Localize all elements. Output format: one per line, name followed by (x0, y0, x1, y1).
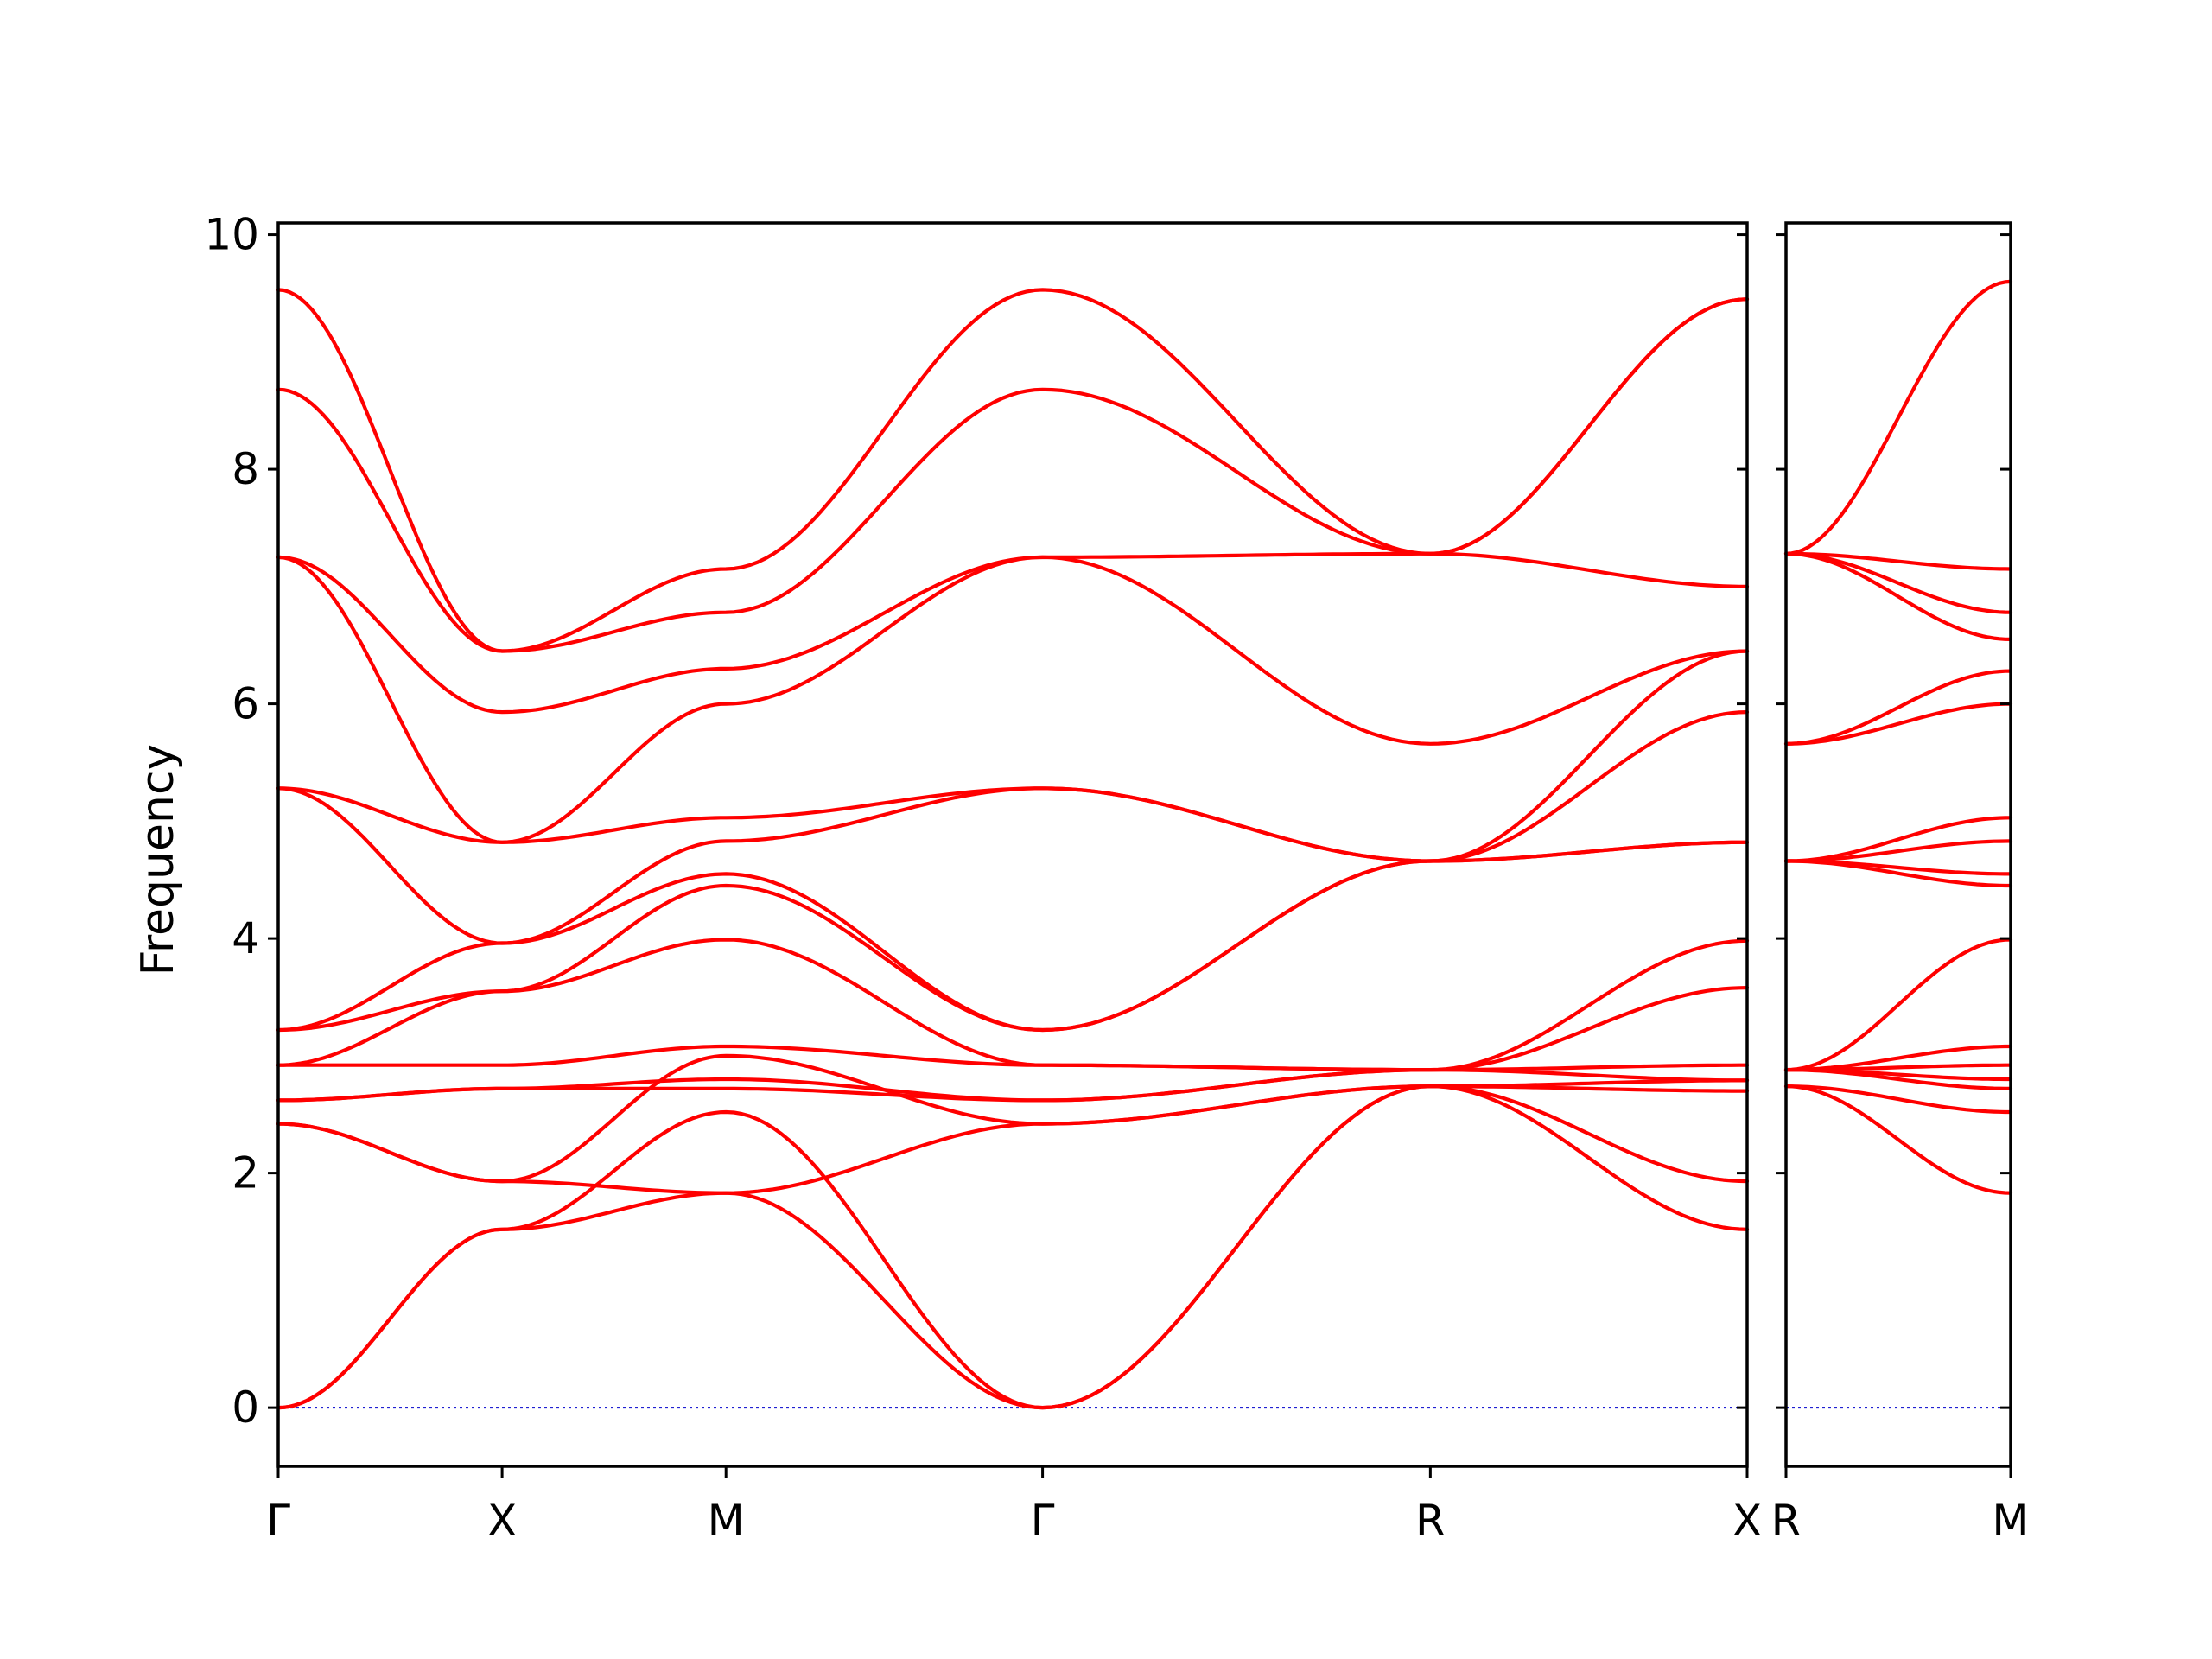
band-1-1 (276, 1084, 1750, 1410)
x-tick-label: R (1415, 1496, 1446, 1546)
band-2-6 (1783, 1044, 2013, 1072)
y-tick-label: 10 (204, 210, 259, 260)
x-tick-label: X (487, 1496, 517, 1546)
plot-frame-2 (1784, 221, 2012, 1468)
band-2-1 (1783, 1084, 2013, 1195)
x-tick-label: R (1771, 1496, 1802, 1546)
x-tick-label: Γ (266, 1496, 290, 1546)
band-2-9 (1783, 859, 2013, 876)
y-tick-label: 6 (232, 679, 259, 729)
band-1-10 (276, 840, 1750, 1033)
band-1-11 (276, 710, 1750, 945)
band-1-14 (276, 551, 1750, 715)
x-tick-label: M (1992, 1496, 2029, 1546)
band-2-12 (1783, 702, 2013, 746)
band-2-2 (1783, 1084, 2013, 1115)
bands-layer (276, 279, 2013, 1410)
band-2-15 (1783, 551, 2013, 614)
y-axis-label: Frequency (132, 744, 184, 976)
band-1-16 (276, 288, 1750, 653)
band-2-17 (1783, 279, 2013, 556)
plot-frame-1 (276, 221, 1749, 1468)
x-tick-label: M (708, 1496, 745, 1546)
band-1-6 (276, 1063, 1750, 1103)
band-2-7 (1783, 938, 2013, 1072)
band-1-2 (276, 1084, 1750, 1410)
x-tick-label: X (1732, 1496, 1762, 1546)
y-tick-label: 2 (232, 1148, 259, 1198)
band-1-8 (276, 938, 1750, 1072)
band-1-9 (276, 840, 1750, 1033)
y-tick-label: 0 (232, 1382, 259, 1433)
band-2-13 (1783, 669, 2013, 746)
y-tick-label: 4 (232, 913, 259, 963)
band-1-12 (276, 649, 1750, 863)
band-1-7 (276, 986, 1750, 1072)
x-tick-label: Γ (1031, 1496, 1055, 1546)
band-1-13 (276, 555, 1750, 844)
y-tick-label: 8 (232, 444, 259, 494)
band-1-15 (276, 297, 1750, 653)
band-1-3 (276, 1084, 1750, 1195)
band-2-11 (1783, 816, 2013, 863)
band-2-16 (1783, 551, 2013, 571)
